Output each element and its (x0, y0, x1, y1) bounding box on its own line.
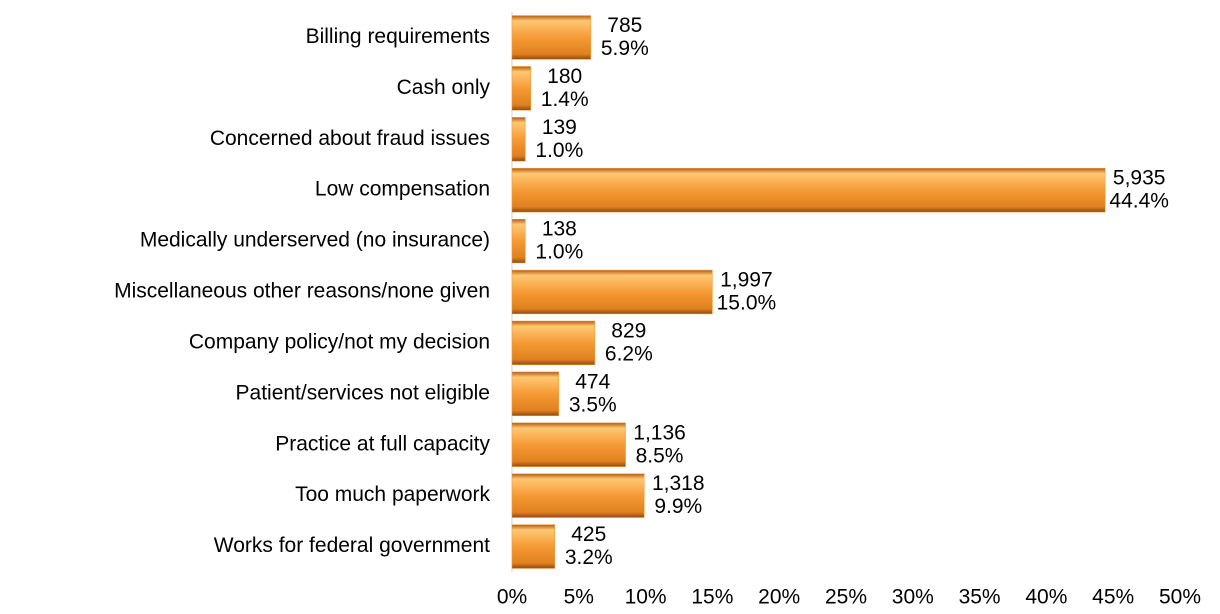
bar (511, 66, 531, 111)
x-tick-label: 30% (892, 586, 934, 609)
value-label: 9.9% (654, 495, 702, 518)
x-tick-label: 50% (1159, 586, 1201, 609)
x-tick-label: 15% (691, 586, 733, 609)
x-tick-label: 20% (758, 586, 800, 609)
count-label: 1,997 (720, 269, 773, 292)
y-tick-label: Miscellaneous other reasons/none given (114, 280, 490, 303)
x-tick-label: 5% (564, 586, 594, 609)
y-tick-label: Too much paperwork (295, 483, 490, 506)
y-tick-label: Concerned about fraud issues (210, 127, 490, 150)
bar (511, 15, 592, 60)
value-label: 44.4% (1109, 190, 1169, 213)
count-label: 138 (542, 218, 577, 241)
y-tick-label: Company policy/not my decision (189, 330, 490, 353)
y-tick-label: Practice at full capacity (275, 432, 490, 455)
x-tick-label: 40% (1025, 586, 1067, 609)
x-tick-label: 10% (625, 586, 667, 609)
count-label: 139 (542, 116, 577, 139)
x-tick-label: 45% (1092, 586, 1134, 609)
count-label: 5,935 (1113, 167, 1166, 190)
count-label: 474 (575, 370, 610, 393)
bar (511, 371, 560, 416)
y-tick-label: Medically underserved (no insurance) (140, 229, 490, 252)
bar (511, 117, 526, 162)
value-label: 1.4% (541, 88, 589, 111)
y-tick-label: Billing requirements (306, 25, 490, 48)
value-label: 6.2% (605, 342, 653, 365)
count-label: 829 (611, 319, 646, 342)
count-label: 1,318 (652, 472, 705, 495)
x-tick-label: 35% (959, 586, 1001, 609)
bar (511, 473, 645, 518)
value-label: 1.0% (535, 241, 583, 264)
value-label: 3.2% (565, 546, 613, 569)
x-tick-label: 25% (825, 586, 867, 609)
x-tick-label: 0% (497, 586, 527, 609)
bar (511, 168, 1106, 213)
value-label: 8.5% (636, 444, 684, 467)
count-label: 1,136 (633, 421, 686, 444)
count-label: 425 (571, 523, 606, 546)
y-tick-label: Cash only (397, 76, 491, 99)
bar (511, 320, 596, 366)
value-label: 3.5% (569, 393, 617, 416)
count-label: 785 (607, 14, 642, 37)
y-tick-label: Works for federal government (214, 534, 490, 557)
bar (511, 269, 713, 315)
value-label: 15.0% (717, 292, 777, 315)
value-label: 5.9% (601, 37, 649, 60)
bar (511, 524, 556, 569)
bar (511, 422, 626, 467)
bar (511, 218, 526, 264)
y-tick-label: Low compensation (315, 178, 490, 201)
y-tick-label: Patient/services not eligible (236, 381, 490, 404)
value-label: 1.0% (535, 139, 583, 162)
count-label: 180 (547, 65, 582, 88)
